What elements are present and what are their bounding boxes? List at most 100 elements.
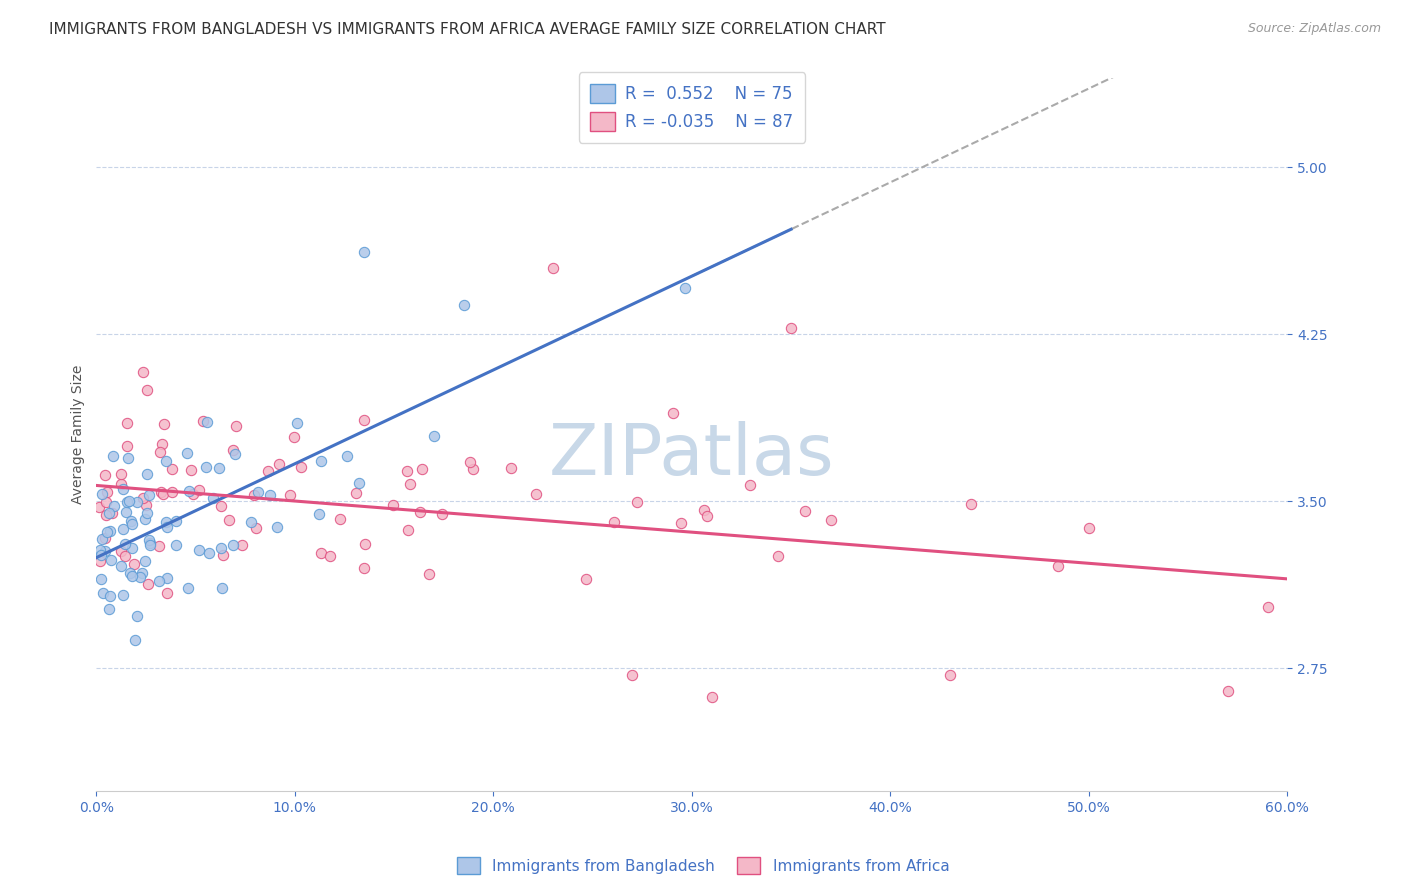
Point	[626, 495, 648, 509]
Point	[939, 668, 962, 682]
Point	[692, 503, 714, 517]
Point	[209, 541, 232, 555]
Point	[1216, 683, 1239, 698]
Point	[94, 468, 117, 483]
Point	[139, 538, 162, 552]
Point	[111, 588, 134, 602]
Text: IMMIGRANTS FROM BANGLADESH VS IMMIGRANTS FROM AFRICA AVERAGE FAMILY SIZE CORRELA: IMMIGRANTS FROM BANGLADESH VS IMMIGRANTS…	[49, 22, 886, 37]
Point	[180, 462, 202, 476]
Point	[329, 512, 352, 526]
Point	[1047, 558, 1070, 573]
Point	[222, 442, 245, 457]
Point	[188, 483, 211, 497]
Point	[177, 484, 200, 499]
Point	[287, 416, 309, 430]
Point	[118, 494, 141, 508]
Point	[177, 581, 200, 595]
Point	[103, 500, 125, 514]
Point	[89, 554, 111, 568]
Point	[738, 477, 761, 491]
Point	[662, 406, 685, 420]
Point	[472, 811, 495, 825]
Legend: R =  0.552    N = 75, R = -0.035    N = 87: R = 0.552 N = 75, R = -0.035 N = 87	[579, 72, 806, 143]
Point	[453, 298, 475, 312]
Point	[794, 504, 817, 518]
Point	[267, 457, 290, 471]
Point	[97, 601, 120, 615]
Point	[100, 553, 122, 567]
Point	[309, 454, 332, 468]
Point	[1077, 521, 1099, 535]
Point	[240, 515, 263, 529]
Point	[134, 511, 156, 525]
Point	[135, 498, 157, 512]
Point	[136, 576, 159, 591]
Point	[1257, 600, 1279, 615]
Point	[696, 508, 718, 523]
Point	[156, 586, 179, 600]
Point	[90, 548, 112, 562]
Point	[112, 482, 135, 496]
Point	[195, 415, 218, 429]
Point	[135, 506, 157, 520]
Point	[188, 542, 211, 557]
Point	[283, 430, 305, 444]
Point	[197, 546, 219, 560]
Point	[202, 491, 225, 505]
Point	[247, 485, 270, 500]
Point	[165, 514, 187, 528]
Point	[290, 460, 312, 475]
Point	[208, 461, 231, 475]
Point	[162, 485, 184, 500]
Point	[132, 365, 155, 379]
Point	[353, 561, 375, 575]
Point	[114, 549, 136, 563]
Point	[118, 566, 141, 580]
Point	[150, 484, 173, 499]
Point	[89, 543, 111, 558]
Point	[121, 517, 143, 532]
Point	[960, 497, 983, 511]
Point	[110, 476, 132, 491]
Point	[138, 488, 160, 502]
Point	[152, 417, 174, 432]
Point	[222, 538, 245, 552]
Point	[344, 486, 367, 500]
Point	[148, 540, 170, 554]
Point	[165, 538, 187, 552]
Point	[257, 464, 280, 478]
Point	[225, 419, 247, 434]
Point	[117, 439, 139, 453]
Point	[430, 508, 453, 522]
Point	[418, 567, 440, 582]
Point	[90, 533, 112, 547]
Point	[319, 549, 342, 563]
Point	[152, 487, 174, 501]
Point	[231, 538, 253, 552]
Point	[149, 444, 172, 458]
Point	[209, 500, 232, 514]
Point	[353, 413, 375, 427]
Point	[136, 467, 159, 482]
Point	[114, 537, 136, 551]
Point	[218, 513, 240, 527]
Point	[156, 520, 179, 534]
Text: Source: ZipAtlas.com: Source: ZipAtlas.com	[1247, 22, 1381, 36]
Point	[110, 558, 132, 573]
Point	[94, 495, 117, 509]
Point	[98, 589, 121, 603]
Point	[524, 487, 547, 501]
Point	[111, 522, 134, 536]
Point	[131, 566, 153, 580]
Point	[621, 668, 644, 682]
Point	[132, 491, 155, 506]
Point	[94, 531, 117, 545]
Point	[148, 574, 170, 589]
Point	[541, 260, 564, 275]
Point	[766, 549, 789, 563]
Point	[309, 546, 332, 560]
Point	[354, 536, 377, 550]
Text: ZIPatlas: ZIPatlas	[550, 422, 835, 491]
Point	[245, 521, 267, 535]
Point	[408, 505, 430, 519]
